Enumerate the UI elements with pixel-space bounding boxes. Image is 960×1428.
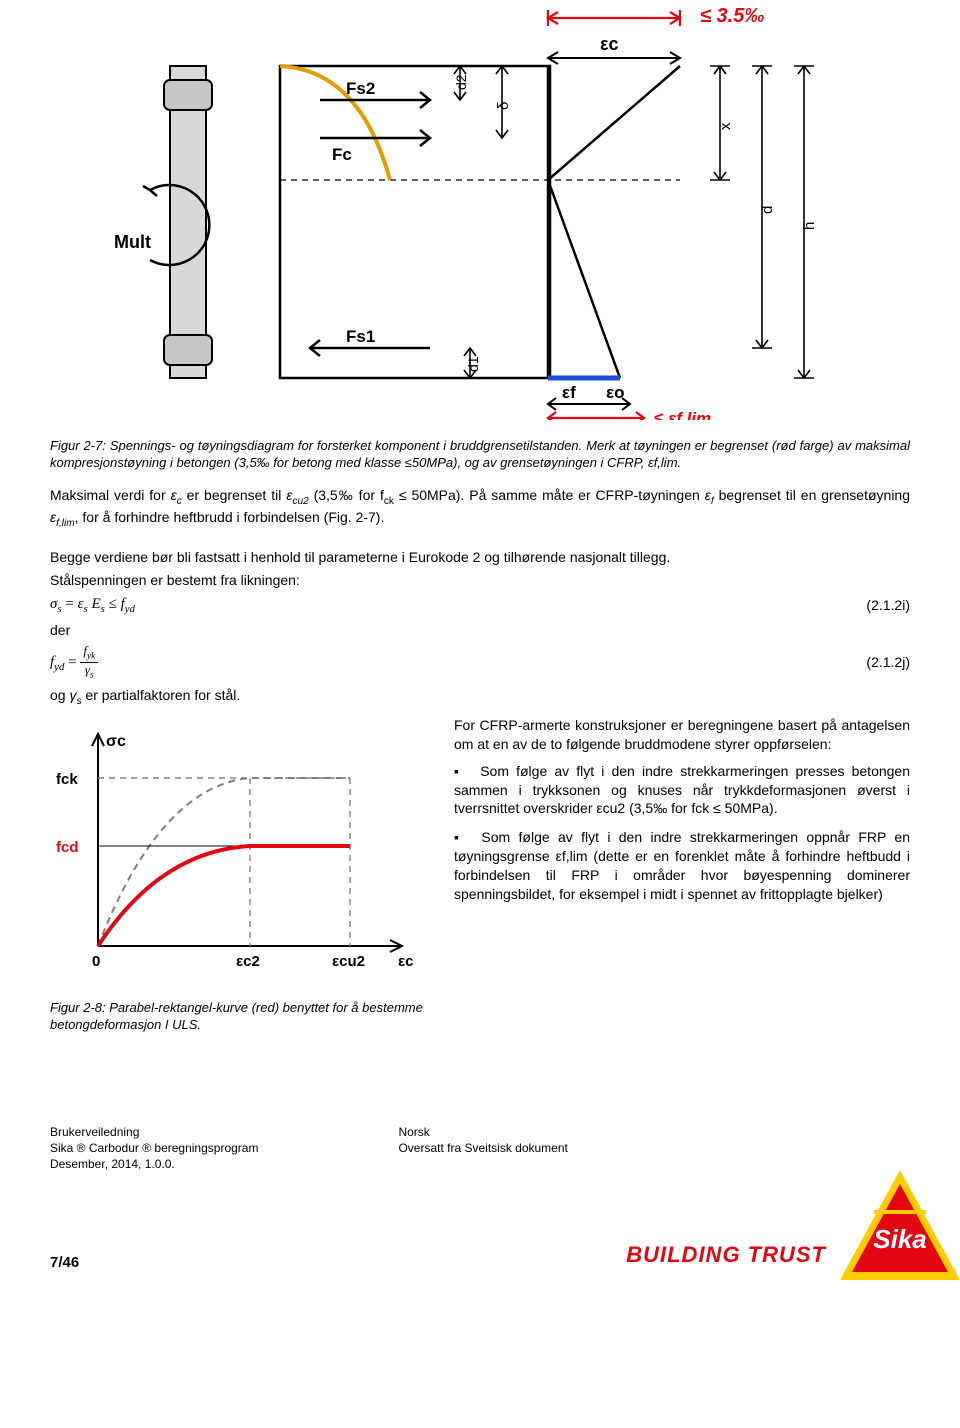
bullet-2-text: Som følge av flyt i den indre strekkarme… bbox=[454, 829, 910, 902]
equation-2-1-2j: fyd = fyk γs (2.1.2j) bbox=[50, 644, 910, 682]
mult-label: Mult bbox=[114, 232, 151, 252]
para-gamma-s: og γs er partialfaktoren for stål. bbox=[50, 686, 910, 708]
d-label: d bbox=[759, 206, 776, 214]
sika-logo: Sika bbox=[840, 1170, 960, 1280]
footer-mid: Norsk Oversatt fra Sveitsisk dokument bbox=[398, 1124, 567, 1173]
d2-label: d2 bbox=[453, 74, 469, 90]
building-trust-text: BUILDING TRUST bbox=[626, 1240, 826, 1280]
x-label: x bbox=[717, 122, 734, 130]
para-eurocode: Begge verdiene bør bli fastsatt i henhol… bbox=[50, 548, 910, 567]
equation-2-1-2i: σs = εs Es ≤ fyd (2.1.2i) bbox=[50, 594, 910, 617]
eo-label: εo bbox=[606, 383, 624, 402]
para-max-strain: Maksimal verdi for εc er begrenset til ε… bbox=[50, 486, 910, 531]
fc-label: Fc bbox=[332, 145, 352, 164]
ec-axis-label: εc bbox=[398, 953, 413, 970]
bullet-1-text: Som følge av flyt i den indre strekkarme… bbox=[454, 763, 910, 817]
section-outline bbox=[280, 66, 550, 378]
page-number: 7/46 bbox=[50, 1253, 79, 1273]
h-label: h bbox=[801, 222, 818, 230]
page-footer: Brukerveiledning Sika ® Carbodur ® bereg… bbox=[50, 1124, 910, 1274]
figure-2-7: ≤ 3.5‰ εc Mult bbox=[50, 0, 910, 427]
eflim-label: ≤ εf,lim bbox=[654, 409, 711, 420]
eq-num-j: (2.1.2j) bbox=[866, 653, 910, 672]
bullet-1: ▪Som følge av flyt i den indre strekkarm… bbox=[454, 762, 910, 819]
brand-bar: BUILDING TRUST Sika bbox=[626, 1234, 960, 1280]
ec2-label: εc2 bbox=[236, 953, 260, 970]
right-intro: For CFRP-armerte konstruksjoner er bereg… bbox=[454, 716, 910, 754]
fs1-label: Fs1 bbox=[346, 327, 375, 346]
strain-profile bbox=[548, 66, 680, 378]
fck-label: fck bbox=[56, 771, 78, 788]
ec-label: εc bbox=[600, 34, 619, 54]
fs2-label: Fs2 bbox=[346, 79, 375, 98]
beam-side bbox=[164, 66, 212, 378]
figure-2-8-caption: Figur 2-8: Parabel-rektangel-kurve (red)… bbox=[50, 999, 430, 1034]
top-limit-label: ≤ 3.5‰ bbox=[700, 5, 764, 27]
fc-arrow bbox=[320, 130, 430, 146]
para-steel-stress: Stålspenningen er bestemt fra likningen: bbox=[50, 571, 910, 590]
d1-label: d1 bbox=[465, 356, 481, 372]
sigma-c-label: σc bbox=[106, 733, 126, 750]
figure-2-7-caption: Figur 2-7: Spennings- og tøyningsdiagram… bbox=[50, 437, 910, 472]
ef-label: εf bbox=[562, 383, 576, 402]
delta-label: δ bbox=[495, 102, 512, 110]
origin-label: 0 bbox=[92, 953, 100, 970]
bullet-2: ▪Som følge av flyt i den indre strekkarm… bbox=[454, 828, 910, 904]
der-label: der bbox=[50, 621, 910, 640]
footer-left: Brukerveiledning Sika ® Carbodur ® bereg… bbox=[50, 1124, 258, 1173]
figure-2-8: σc fck fcd 0 εc2 εcu2 εc bbox=[50, 716, 430, 986]
eq-num-i: (2.1.2i) bbox=[866, 596, 910, 615]
ecu2-label: εcu2 bbox=[332, 953, 365, 970]
sika-logo-text: Sika bbox=[873, 1224, 927, 1254]
fcd-label: fcd bbox=[56, 839, 79, 856]
